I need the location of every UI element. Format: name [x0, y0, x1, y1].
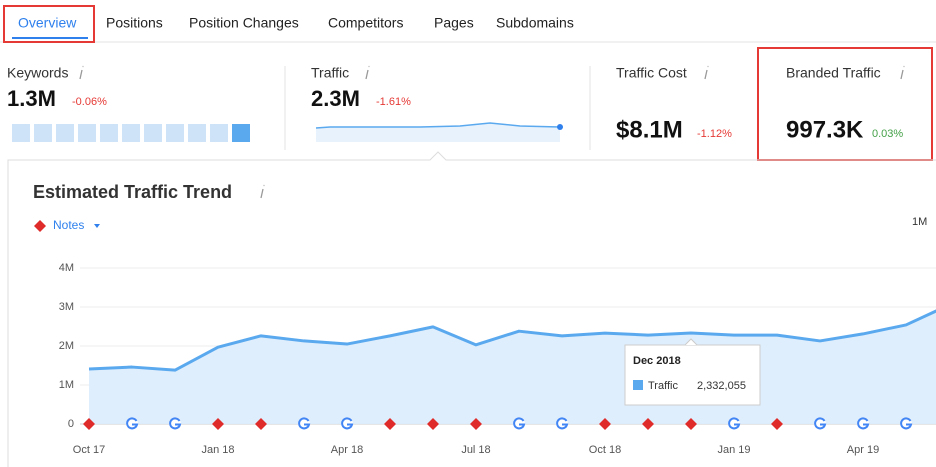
area-fill	[89, 311, 936, 424]
metric-label: Keywords	[7, 65, 68, 81]
note-marker	[685, 418, 697, 430]
note-marker	[427, 418, 439, 430]
y-tick-label: 4M	[59, 262, 74, 274]
x-tick-label: Apr 19	[847, 444, 879, 456]
metric-value: $8.1M	[616, 116, 683, 143]
note-marker	[212, 418, 224, 430]
info-icon[interactable]	[900, 65, 905, 80]
tooltip: Dec 2018 Traffic 2,332,055	[624, 338, 761, 406]
line	[88, 309, 936, 372]
google-marker	[169, 417, 182, 430]
note-marker	[470, 418, 482, 430]
keyword-bar	[34, 124, 52, 142]
google-marker	[298, 417, 311, 430]
keyword-bar	[166, 124, 184, 142]
x-tick-label: Oct 18	[589, 444, 621, 456]
keyword-bar	[78, 124, 96, 142]
keyword-bar	[100, 124, 118, 142]
tab[interactable]: Subdomains	[496, 15, 574, 31]
google-marker	[341, 417, 354, 430]
dropdown-caret[interactable]	[94, 224, 100, 228]
keyword-bar	[122, 124, 140, 142]
metric-value: 997.3K	[786, 116, 864, 143]
highlight-box	[3, 5, 95, 43]
info-icon[interactable]	[79, 65, 84, 80]
note-marker	[384, 418, 396, 430]
metric-change: -1.61%	[376, 96, 411, 108]
keyword-bar	[144, 124, 162, 142]
google-marker	[513, 417, 526, 430]
keyword-bar	[188, 124, 206, 142]
metric-label: Traffic	[311, 65, 349, 81]
period-selector[interactable]: 1M	[912, 216, 927, 228]
notes-dropdown[interactable]: Notes	[53, 218, 84, 232]
x-tick-label: Jan 18	[201, 444, 234, 456]
y-tick-label: 0	[68, 418, 74, 430]
tab[interactable]: Competitors	[328, 15, 403, 31]
keyword-trend	[12, 124, 250, 142]
tooltip-box	[624, 344, 761, 406]
tab[interactable]: Position Changes	[189, 15, 299, 31]
google-marker	[900, 417, 913, 430]
y-tick-label: 1M	[59, 379, 74, 391]
metric-change: -0.06%	[72, 96, 107, 108]
keyword-bar	[232, 124, 250, 142]
x-tick-label: Jul 18	[461, 444, 490, 456]
keyword-bar	[56, 124, 74, 142]
info-icon[interactable]	[704, 65, 709, 80]
tooltip-pointer	[684, 338, 698, 346]
tooltip-value: 2,332,055	[697, 380, 746, 392]
panel-border	[7, 151, 936, 467]
metric-label: Traffic Cost	[616, 65, 687, 81]
metric-label: Branded Traffic	[786, 65, 881, 81]
metric-value: 1.3M	[7, 86, 56, 111]
metric-change: 0.03%	[872, 128, 903, 140]
tooltip-series: Traffic	[648, 380, 678, 392]
sparkline-dot	[557, 124, 563, 130]
x-tick-label: Apr 18	[331, 444, 363, 456]
note-marker	[642, 418, 654, 430]
x-tick-label: Oct 17	[73, 444, 105, 456]
traffic-sparkline	[315, 122, 561, 129]
plot: 0 1M 2M 3M 4M Oct 17 Jan 18 Apr 18 Jul 18 Oct 18 J…	[59, 262, 936, 456]
chart-title: Estimated Traffic Trend	[33, 182, 232, 202]
note-marker	[599, 418, 611, 430]
tab[interactable]: Overview	[18, 15, 77, 31]
tab[interactable]: Positions	[106, 15, 163, 31]
info-icon[interactable]	[260, 184, 265, 199]
google-marker	[728, 417, 741, 430]
keyword-bar	[210, 124, 228, 142]
note-marker	[83, 418, 95, 430]
note-marker	[255, 418, 267, 430]
metric-value: 2.3M	[311, 86, 360, 111]
tab[interactable]: Pages	[434, 15, 474, 31]
notes-icon	[34, 220, 46, 232]
keyword-bar	[12, 124, 30, 142]
google-marker	[556, 417, 569, 430]
info-icon[interactable]	[365, 65, 370, 80]
note-marker	[771, 418, 783, 430]
y-tick-label: 2M	[59, 340, 74, 352]
y-tick-label: 3M	[59, 301, 74, 313]
tooltip-swatch	[633, 380, 643, 390]
google-marker	[814, 417, 827, 430]
google-marker	[857, 417, 870, 430]
metric-change: -1.12%	[697, 128, 732, 140]
x-tick-label: Jan 19	[717, 444, 750, 456]
tooltip-title: Dec 2018	[633, 355, 681, 367]
google-marker	[126, 417, 139, 430]
